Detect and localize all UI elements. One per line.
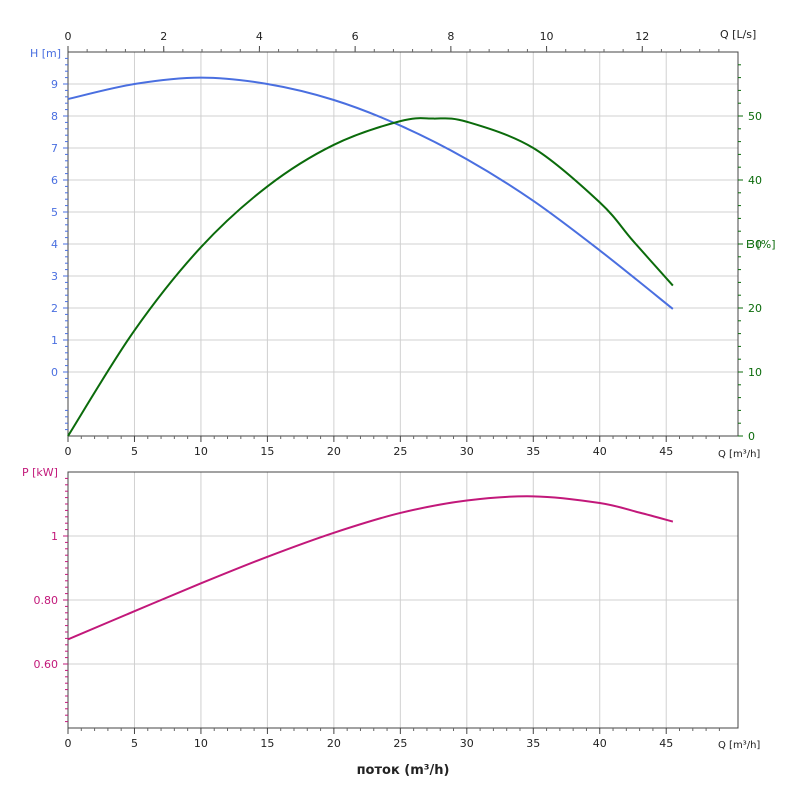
panel1-x-tick-label: 20 xyxy=(327,445,341,458)
panel2-x-tick-label: 45 xyxy=(659,737,673,750)
top-x-tick-label: 0 xyxy=(65,30,72,43)
head-tick-label: 7 xyxy=(51,142,58,155)
panel1-x-tick-label: 15 xyxy=(260,445,274,458)
panel1-x-tick-label: 5 xyxy=(131,445,138,458)
top-x-axis-label: Q [L/s] xyxy=(720,28,756,41)
power-curve xyxy=(67,495,674,641)
panel1-x-tick-label: 0 xyxy=(65,445,72,458)
panel2-x-tick-label: 30 xyxy=(460,737,474,750)
panel1-x-tick-label: 30 xyxy=(460,445,474,458)
efficiency-tick-label: 0 xyxy=(748,430,755,443)
power-axis-label: P [kW] xyxy=(22,466,58,479)
head-tick-label: 3 xyxy=(51,270,58,283)
efficiency-tick-label: 50 xyxy=(748,110,762,123)
bottom-axis-title: поток (m³/h) xyxy=(357,763,450,778)
head-tick-label: 4 xyxy=(51,238,58,251)
top-x-tick-label: 2 xyxy=(160,30,167,43)
head-tick-label: 8 xyxy=(51,110,58,123)
panel2-grid xyxy=(68,472,738,728)
panel2-x-tick-label: 25 xyxy=(393,737,407,750)
head-tick-label: 6 xyxy=(51,174,58,187)
panel1-x-tick-label: 45 xyxy=(659,445,673,458)
power-tick-label: 0.80 xyxy=(34,594,59,607)
panel1-x-tick-label: 35 xyxy=(526,445,540,458)
power-tick-label: 0.60 xyxy=(34,658,59,671)
panel1-grid xyxy=(68,52,738,436)
efficiency-tick-label: 40 xyxy=(748,174,762,187)
panel2-ticks: 0 5 10 15 20 25 30 35 40 45 0.60 0.80 1 xyxy=(34,477,720,750)
panel2-x-axis-label: Q [m³/h] xyxy=(718,740,760,751)
head-tick-label: 9 xyxy=(51,78,58,91)
panel2-x-tick-label: 0 xyxy=(65,737,72,750)
series-layer xyxy=(67,76,674,641)
head-tick-label: 1 xyxy=(51,334,58,347)
panel2-x-tick-label: 40 xyxy=(593,737,607,750)
power-tick-label: 1 xyxy=(51,530,58,543)
panel1-ticks: 0 5 10 15 20 25 30 35 40 450 2 4 6 8 10 120123456789010… xyxy=(51,30,762,458)
top-x-tick-label: 8 xyxy=(447,30,454,43)
panel2-x-tick-label: 10 xyxy=(194,737,208,750)
efficiency-tick-label: 20 xyxy=(748,302,762,315)
efficiency-axis-label: E [%] xyxy=(746,238,775,251)
panel2-x-tick-label: 35 xyxy=(526,737,540,750)
head-curve xyxy=(67,76,674,310)
efficiency-curve xyxy=(67,117,674,437)
panel1-x-tick-label: 40 xyxy=(593,445,607,458)
efficiency-tick-label: 10 xyxy=(748,366,762,379)
panel1-x-tick-label: 10 xyxy=(194,445,208,458)
panel2-x-tick-label: 5 xyxy=(131,737,138,750)
top-x-tick-label: 10 xyxy=(540,30,554,43)
head-tick-label: 2 xyxy=(51,302,58,315)
panel2-x-tick-label: 20 xyxy=(327,737,341,750)
head-tick-label: 5 xyxy=(51,206,58,219)
panel2-x-tick-label: 15 xyxy=(260,737,274,750)
efficiency-tick-label: 30 xyxy=(748,238,762,251)
top-x-tick-label: 4 xyxy=(256,30,263,43)
panel1-x-axis-label: Q [m³/h] xyxy=(718,449,760,460)
head-axis-label: H [m] xyxy=(30,47,61,60)
panel1-x-tick-label: 25 xyxy=(393,445,407,458)
top-x-tick-label: 12 xyxy=(635,30,649,43)
top-x-tick-label: 6 xyxy=(352,30,359,43)
head-tick-label: 0 xyxy=(51,366,58,379)
